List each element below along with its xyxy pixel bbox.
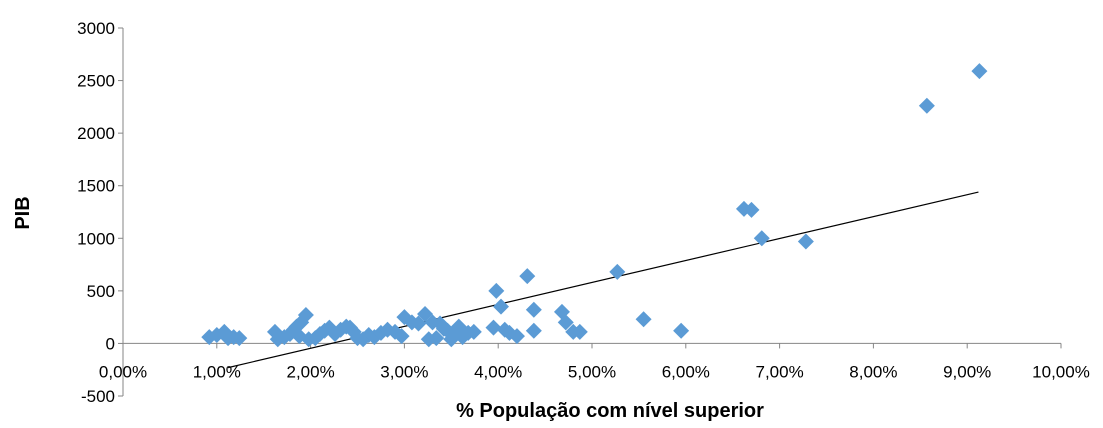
tick-labels-layer: -500 0 500 1000 1500 2000 2500 3000 0,00% 1,00% 2,…: [77, 19, 1090, 406]
x-axis-title: % População com nível superior: [456, 400, 764, 422]
data-point: [797, 233, 814, 250]
x-tick-label: 4,00%: [474, 362, 522, 381]
data-point: [508, 328, 525, 345]
trendline-layer: [227, 191, 979, 369]
data-point: [557, 314, 574, 331]
data-point: [231, 330, 248, 347]
data-point: [971, 63, 988, 80]
x-tick-label: 7,00%: [755, 362, 803, 381]
data-point: [297, 307, 314, 324]
x-tick-label: 3,00%: [380, 362, 428, 381]
data-point: [465, 323, 482, 340]
data-point: [485, 319, 502, 336]
y-tick-label: -500: [81, 387, 115, 406]
data-point: [609, 263, 626, 280]
data-point: [753, 230, 770, 247]
data-point: [493, 298, 510, 315]
axes-layer: [118, 27, 1062, 397]
data-point: [571, 323, 588, 340]
x-tick-label: 10,00%: [1032, 362, 1090, 381]
data-point: [743, 201, 760, 218]
y-tick-label: 2500: [77, 72, 115, 91]
x-tick-label: 8,00%: [849, 362, 897, 381]
y-tick-label: 1000: [77, 229, 115, 248]
x-tick-label: 6,00%: [662, 362, 710, 381]
x-tick-label: 9,00%: [943, 362, 991, 381]
points-layer: [201, 63, 988, 348]
data-point: [410, 315, 427, 332]
y-tick-label: 0: [106, 334, 115, 353]
y-tick-label: 2000: [77, 124, 115, 143]
data-point: [393, 328, 410, 345]
x-tick-label: 5,00%: [568, 362, 616, 381]
data-point: [519, 268, 536, 285]
x-tick-label: 0,00%: [99, 362, 147, 381]
data-point: [635, 311, 652, 328]
data-point: [525, 322, 542, 339]
data-point: [525, 301, 542, 318]
x-tick-label: 1,00%: [193, 362, 241, 381]
x-tick-label: 2,00%: [286, 362, 334, 381]
trendline: [227, 191, 979, 369]
y-tick-label: 500: [87, 282, 115, 301]
y-tick-label: 1500: [77, 177, 115, 196]
y-tick-label: 3000: [77, 19, 115, 38]
data-point: [673, 322, 690, 339]
data-point: [918, 97, 935, 114]
y-axis-title: PIB: [12, 196, 34, 229]
data-point: [428, 330, 445, 347]
data-point: [488, 282, 505, 299]
